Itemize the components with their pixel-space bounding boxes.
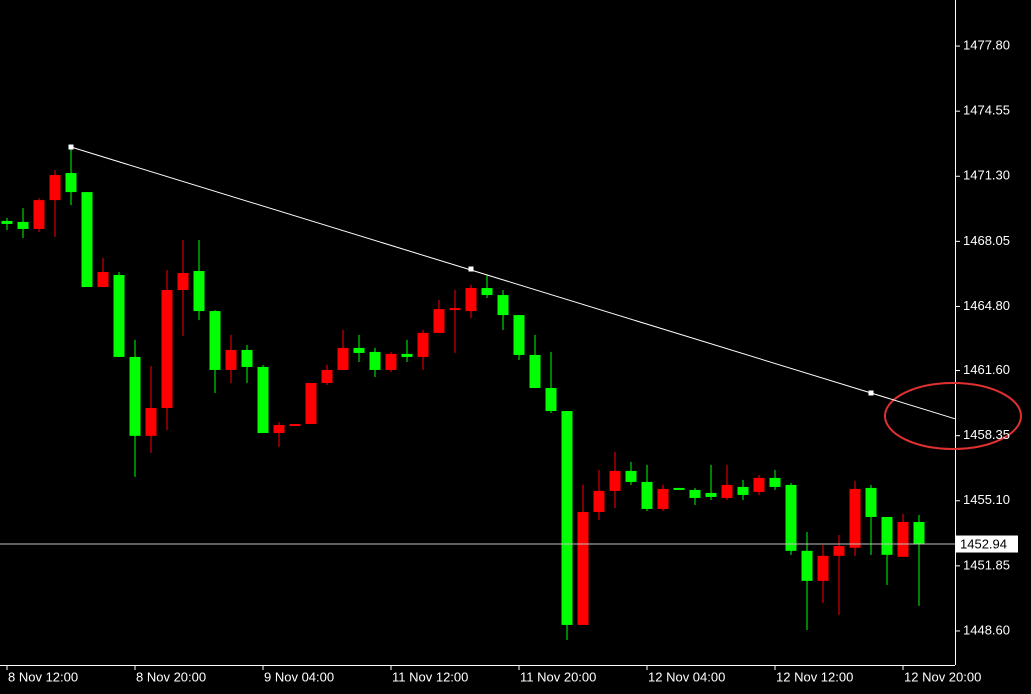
candle-body [689,489,701,498]
y-tick-label: 1451.85 [963,557,1010,572]
y-tick-label: 1461.60 [963,362,1010,377]
candle-body [353,347,365,353]
current-price-box [956,535,1018,553]
candle-body [593,490,605,512]
trendline-anchor [468,266,474,272]
candle-body [113,275,125,357]
candle-body [81,192,93,288]
candle-body [65,173,77,193]
candle-body [241,349,253,367]
candle-body [337,347,349,370]
candle-body [849,488,861,548]
current-price-label: 1452.94 [960,536,1007,551]
candle-body [513,315,525,355]
trendline [70,146,956,420]
y-tick-label: 1464.80 [963,298,1010,313]
candle-body [209,311,221,370]
x-tick-label: 8 Nov 12:00 [8,669,78,684]
candle-body [385,353,397,370]
candle-body [273,425,285,434]
y-tick-label: 1477.80 [963,38,1010,53]
candle-body [769,477,781,487]
x-tick-label: 9 Nov 04:00 [264,669,334,684]
candle-body [753,477,765,492]
x-tick-label: 12 Nov 20:00 [904,669,981,684]
candle-body [417,332,429,357]
y-tick-label: 1474.55 [963,103,1010,118]
trendline-anchor [68,144,74,150]
candle-body [881,516,893,555]
candle-body [529,354,541,388]
candle-body [1,220,13,224]
candle-body [369,351,381,370]
candle-body [609,470,621,491]
candle-body [177,273,189,291]
candle-body [481,288,493,296]
x-tick-label: 11 Nov 12:00 [392,669,468,684]
y-tick-label: 1448.60 [963,622,1010,637]
y-tick-label: 1471.30 [963,168,1010,183]
y-tick-label: 1455.10 [963,492,1010,507]
candle-body [33,200,45,229]
candle-body [17,221,29,229]
candle-body [449,308,461,311]
candle-body [785,484,797,551]
candle-body [225,349,237,370]
y-tick-label: 1458.35 [963,427,1010,442]
candle-body [817,555,829,581]
candle-body [737,486,749,495]
candle-body [897,521,909,557]
candle-body [833,546,845,556]
candle-body [561,411,573,625]
candle-body [433,309,445,333]
candle-body [289,424,301,427]
candle-body [257,366,269,434]
candle-body [673,487,685,490]
candle-body [49,175,61,201]
candle-body [865,487,877,517]
candle-body [497,295,509,316]
candle-body [161,290,173,409]
candle-body [625,470,637,482]
candle-body [641,481,653,509]
candle-body [913,521,925,545]
candle-body [577,511,589,625]
candle-body [193,271,205,312]
candle-body [657,488,669,509]
candle-body [97,272,109,288]
x-tick-label: 12 Nov 12:00 [776,669,853,684]
candle-body [465,288,477,312]
highlight-ellipse [884,382,1022,450]
candle-body [801,550,813,581]
x-tick-label: 8 Nov 20:00 [136,669,206,684]
candle-body [721,484,733,498]
candle-body [401,353,413,357]
x-tick-label: 11 Nov 20:00 [520,669,596,684]
candle-body [129,356,141,436]
candle-body [545,387,557,412]
y-tick-label: 1468.05 [963,233,1010,248]
plot-area [1,147,925,640]
candle-body [321,369,333,383]
candle-body [305,382,317,425]
trendline-anchor [868,390,874,396]
x-tick-label: 12 Nov 04:00 [648,669,725,684]
candle-body [145,408,157,436]
candle-body [705,492,717,497]
